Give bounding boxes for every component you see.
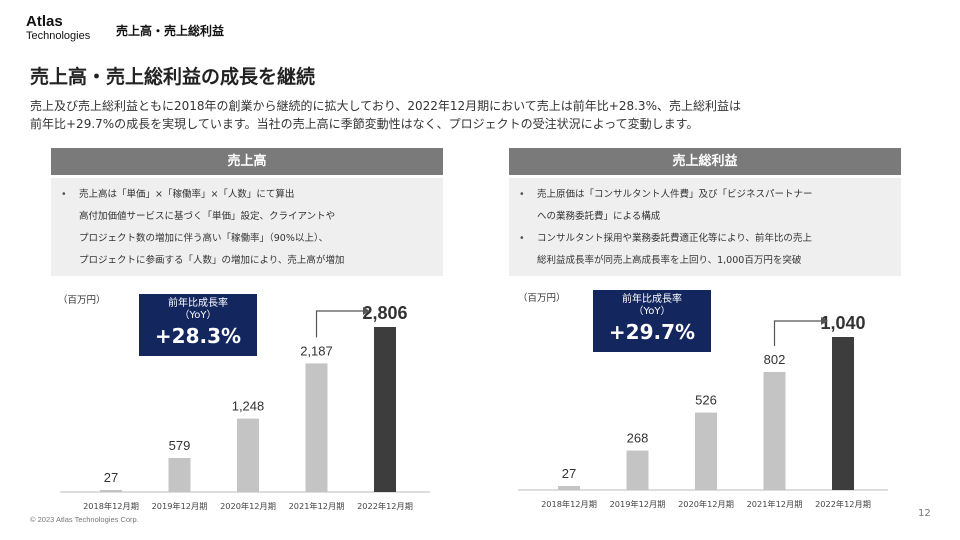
bar-4 (832, 337, 854, 490)
copyright: © 2023 Atlas Technologies Corp. (30, 515, 139, 524)
bullet-item: 売上原価は「コンサルタント人件費」及び「ビジネスパートナー (519, 184, 893, 206)
panel-header-gross-profit: 売上総利益 (509, 148, 901, 175)
bar-2 (695, 412, 717, 490)
category-label: 2018年12月期 (541, 499, 597, 509)
bar-value-label: 2,806 (362, 303, 407, 323)
bullet-item: 売上高は「単価」×「稼働率」×「人数」にて算出 (61, 184, 435, 206)
bar-value-label: 526 (695, 393, 717, 408)
bullet-item: 総利益成長率が同売上高成長率を上回り、1,000百万円を突破 (537, 255, 802, 266)
panel-bullets-gross-profit: 売上原価は「コンサルタント人件費」及び「ビジネスパートナー への業務委託費」によ… (509, 178, 901, 276)
bar-2 (237, 418, 259, 492)
logo-wordmark: Atlas (26, 13, 63, 30)
lead-line-2: 前年比+29.7%の成長を実現しています。当社の売上高に季節変動性はなく、プロジ… (30, 117, 699, 131)
page-number: 12 (918, 508, 931, 519)
bar-value-label: 579 (169, 438, 191, 453)
yoy-title: 前年比成長率 (622, 294, 682, 305)
panel-header-sales: 売上高 (51, 148, 443, 175)
yoy-badge-sales: 前年比成長率 （YoY） +28.3% (139, 294, 257, 356)
bar-0 (558, 486, 580, 490)
yoy-value: +29.7% (608, 320, 696, 344)
growth-arrow-line (773, 320, 821, 347)
panel-bullets-sales: 売上高は「単価」×「稼働率」×「人数」にて算出 高付加価値サービスに基づく「単価… (51, 178, 443, 276)
page-title: 売上高・売上総利益の成長を継続 (30, 66, 316, 88)
category-label: 2019年12月期 (610, 499, 666, 509)
category-label: 2019年12月期 (152, 501, 208, 511)
bar-1 (168, 457, 191, 492)
bullet-item: プロジェクト数の増加に伴う高い「稼働率」（90%以上）、 (79, 233, 329, 244)
category-label: 2022年12月期 (357, 501, 413, 511)
bar-4 (374, 327, 396, 492)
growth-arrow-head (363, 307, 370, 315)
bar-value-label: 802 (764, 352, 786, 367)
gross-profit-bar-chart: 27 2018年12月期 268 2019年12月期 526 2020年12月期 802 20… (518, 313, 888, 509)
category-label: 2021年12月期 (747, 499, 803, 509)
bar-3 (763, 372, 786, 490)
breadcrumb: 売上高・売上総利益 (116, 24, 225, 38)
bullet-item: への業務委託費」による構成 (537, 211, 661, 222)
category-label: 2020年12月期 (678, 499, 734, 509)
sales-bar-chart: 27 2018年12月期 579 2019年12月期 1,248 2020年12月期 2,1… (60, 303, 430, 511)
category-label: 2020年12月期 (220, 501, 276, 511)
bar-1 (626, 450, 649, 490)
bar-3 (305, 363, 328, 492)
company-logo: Atlas Technologies (26, 14, 90, 42)
unit-label-gross-profit: （百万円） (518, 293, 566, 304)
yoy-value: +28.3% (154, 324, 242, 348)
bar-value-label: 27 (104, 470, 118, 485)
bar-value-label: 1,248 (232, 399, 265, 414)
bullet-item: プロジェクトに参画する「人数」の増加により、売上高が増加 (79, 255, 345, 266)
category-label: 2018年12月期 (83, 501, 139, 511)
yoy-badge-gross-profit: 前年比成長率 （YoY） +29.7% (593, 290, 711, 352)
bar-value-label: 27 (562, 466, 576, 481)
bullet-item: 高付加価値サービスに基づく「単価」設定、クライアントや (79, 211, 336, 222)
unit-label-sales: （百万円） (58, 295, 106, 306)
category-label: 2022年12月期 (815, 499, 871, 509)
lead-paragraph: 売上及び売上総利益ともに2018年の創業から継続的に拡大しており、2022年12… (30, 97, 930, 133)
lead-line-1: 売上及び売上総利益ともに2018年の創業から継続的に拡大しており、2022年12… (30, 99, 741, 113)
bar-value-label: 2,187 (300, 343, 333, 358)
growth-arrow-head (821, 317, 828, 325)
bullet-item: コンサルタント採用や業務委託費適正化等により、前年比の売上 (519, 228, 893, 250)
yoy-sub: （YoY） (179, 310, 217, 321)
bar-0 (100, 490, 122, 492)
yoy-sub: （YoY） (633, 306, 671, 317)
logo-subtext: Technologies (26, 30, 91, 42)
category-label: 2021年12月期 (289, 501, 345, 511)
yoy-title: 前年比成長率 (168, 298, 228, 309)
bar-value-label: 268 (627, 431, 649, 446)
growth-arrow-line (315, 310, 363, 338)
bar-value-label: 1,040 (820, 313, 865, 333)
